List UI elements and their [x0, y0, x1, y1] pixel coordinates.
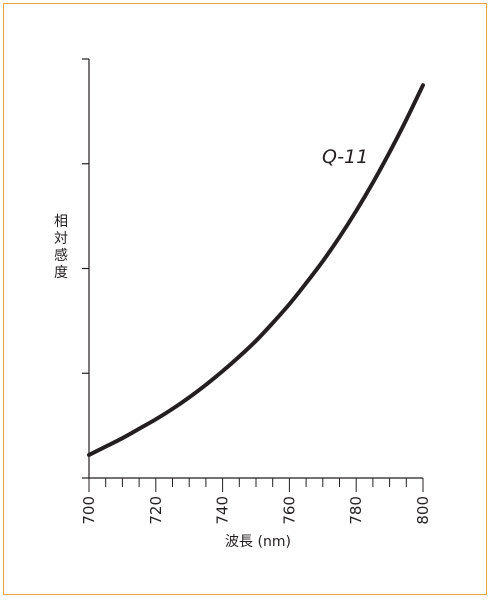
y-label-char-2: 感	[54, 247, 68, 264]
x-tick-labels: 700 720 740 760 780 800	[80, 496, 432, 525]
x-tick-label-740: 740	[214, 496, 232, 525]
ticks	[82, 58, 424, 492]
x-tick-label-760: 760	[280, 496, 298, 525]
series-line-0	[87, 83, 425, 457]
x-tick-label-700: 700	[80, 496, 98, 525]
x-tick-label-780: 780	[347, 496, 365, 525]
x-tick-label-800: 800	[414, 496, 432, 525]
y-label-char-0: 相	[54, 214, 68, 230]
x-axis-label: 波長 (nm)	[225, 534, 291, 550]
axes	[88, 59, 423, 479]
series-group	[87, 83, 425, 457]
series-label-q11: Q-11	[322, 146, 368, 168]
y-label-char-1: 対	[54, 231, 68, 247]
chart-frame	[3, 3, 487, 595]
x-tick-label-720: 720	[147, 496, 165, 525]
y-label-char-3: 度	[54, 265, 68, 281]
